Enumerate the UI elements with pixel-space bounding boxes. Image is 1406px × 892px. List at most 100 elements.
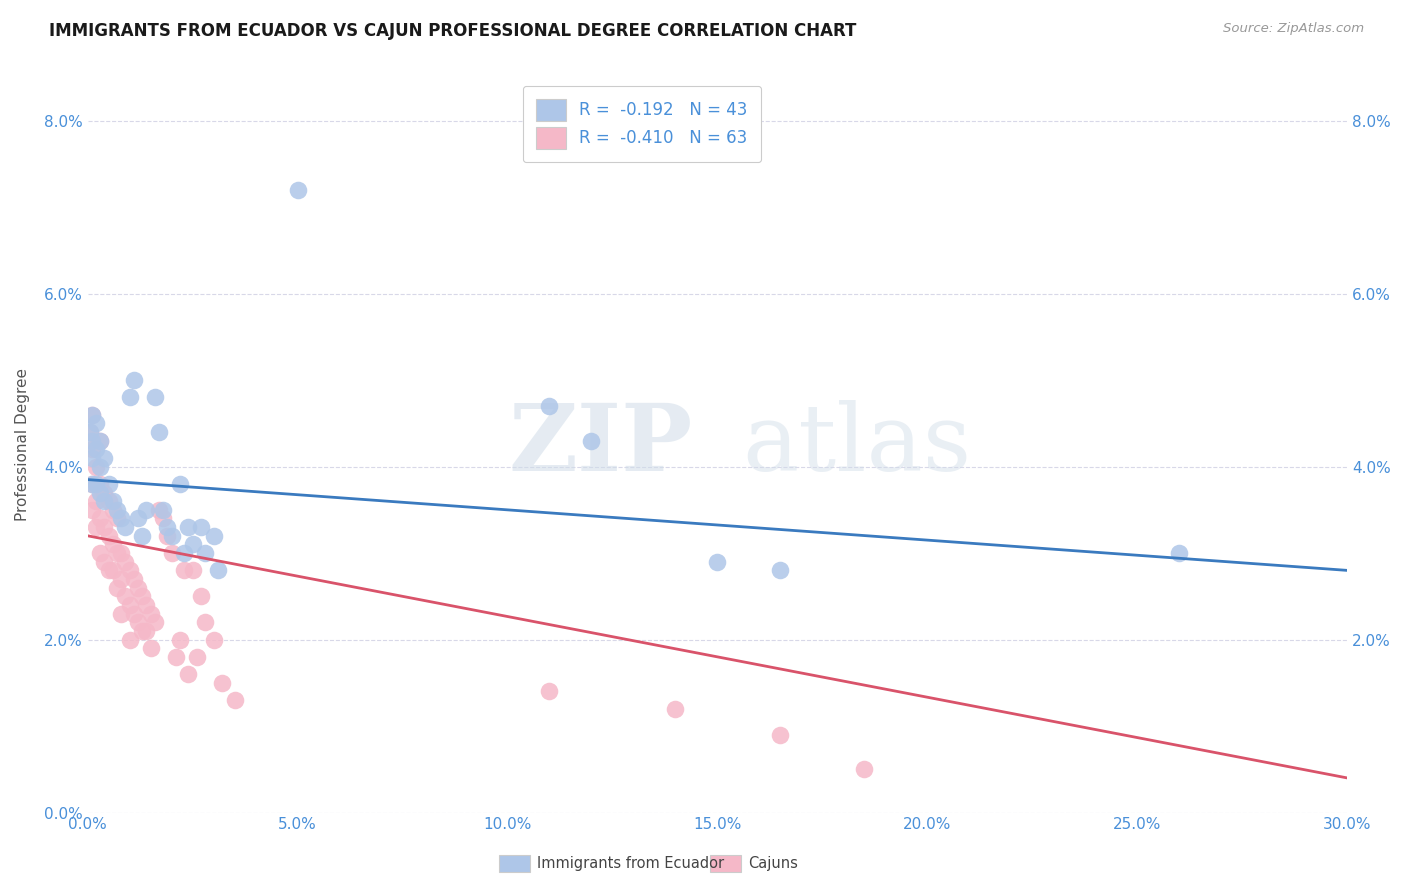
Point [169, 476, 191, 491]
Point [105, 503, 128, 517]
Point [84, 476, 107, 491]
Point [110, 511, 132, 525]
Point [93, 494, 115, 508]
Point [139, 641, 162, 656]
Point [114, 590, 136, 604]
Point [101, 503, 124, 517]
Point [80, 503, 103, 517]
Point [165, 649, 187, 664]
Point [190, 590, 212, 604]
Point [127, 581, 149, 595]
Point [97, 529, 120, 543]
Point [769, 563, 792, 577]
Point [194, 546, 217, 560]
Point [80, 450, 103, 465]
Point [127, 615, 149, 630]
Point [93, 450, 115, 465]
Legend: R =  -0.192   N = 43, R =  -0.410   N = 63: R = -0.192 N = 43, R = -0.410 N = 63 [523, 86, 761, 162]
Point [152, 503, 174, 517]
Text: atlas: atlas [742, 400, 972, 490]
Point [89, 511, 111, 525]
Point [110, 572, 132, 586]
Point [131, 590, 153, 604]
Point [122, 607, 145, 621]
Point [177, 667, 200, 681]
Point [143, 615, 166, 630]
Point [143, 391, 166, 405]
Point [101, 494, 124, 508]
Point [194, 615, 217, 630]
Point [1168, 546, 1191, 560]
Point [135, 598, 157, 612]
Point [202, 529, 225, 543]
Point [135, 503, 157, 517]
Point [110, 546, 132, 560]
Point [131, 624, 153, 638]
Point [177, 520, 200, 534]
Point [89, 476, 111, 491]
Point [224, 693, 246, 707]
Point [97, 476, 120, 491]
Point [181, 537, 204, 551]
Y-axis label: Professional Degree: Professional Degree [15, 368, 30, 522]
Point [122, 373, 145, 387]
Text: Source: ZipAtlas.com: Source: ZipAtlas.com [1223, 22, 1364, 36]
Point [89, 459, 111, 474]
Point [156, 529, 179, 543]
Text: Immigrants from Ecuador: Immigrants from Ecuador [537, 856, 724, 871]
Point [211, 675, 233, 690]
Point [190, 520, 212, 534]
Point [769, 728, 792, 742]
Point [114, 555, 136, 569]
Point [169, 632, 191, 647]
Point [118, 632, 141, 647]
Point [148, 503, 170, 517]
Point [101, 563, 124, 577]
Point [538, 684, 561, 698]
Point [79, 425, 101, 439]
Point [173, 546, 195, 560]
Point [122, 572, 145, 586]
Point [80, 408, 103, 422]
Point [160, 529, 183, 543]
Point [127, 511, 149, 525]
Point [706, 555, 728, 569]
Point [97, 494, 120, 508]
Point [139, 607, 162, 621]
Point [135, 624, 157, 638]
Point [105, 546, 128, 560]
Point [148, 425, 170, 439]
Point [131, 529, 153, 543]
Point [118, 598, 141, 612]
Point [287, 183, 309, 197]
Point [89, 434, 111, 448]
Text: Cajuns: Cajuns [748, 856, 797, 871]
Point [105, 511, 128, 525]
Point [110, 607, 132, 621]
Point [105, 581, 128, 595]
Point [181, 563, 204, 577]
Point [93, 485, 115, 500]
Point [160, 546, 183, 560]
Point [101, 537, 124, 551]
Point [664, 702, 686, 716]
Point [89, 434, 111, 448]
Point [202, 632, 225, 647]
Point [173, 563, 195, 577]
Point [79, 425, 101, 439]
Point [114, 520, 136, 534]
Point [853, 762, 876, 776]
Point [80, 442, 103, 457]
Point [118, 391, 141, 405]
Text: IMMIGRANTS FROM ECUADOR VS CAJUN PROFESSIONAL DEGREE CORRELATION CHART: IMMIGRANTS FROM ECUADOR VS CAJUN PROFESS… [49, 22, 856, 40]
Point [156, 520, 179, 534]
Point [186, 649, 208, 664]
Point [84, 442, 107, 457]
Point [80, 434, 103, 448]
Point [84, 520, 107, 534]
Text: ZIP: ZIP [508, 400, 692, 490]
Point [89, 485, 111, 500]
Point [84, 417, 107, 431]
Point [80, 476, 103, 491]
Point [80, 476, 103, 491]
